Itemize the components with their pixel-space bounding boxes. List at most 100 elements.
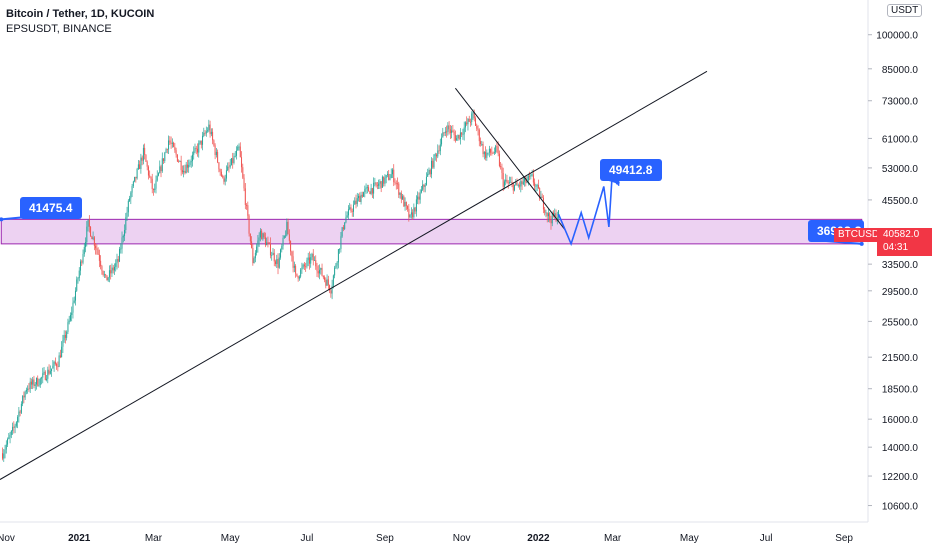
candle-body (393, 169, 395, 183)
candle-body (433, 154, 435, 168)
candle-body (195, 147, 197, 149)
candle-body (471, 113, 473, 122)
candle-body (215, 151, 217, 156)
candle-body (233, 156, 235, 163)
candle-body (22, 395, 24, 404)
candle-body (501, 167, 503, 173)
candle-body (24, 391, 26, 398)
candle-body (540, 196, 542, 199)
candle-body (48, 369, 50, 374)
candle-body (97, 249, 99, 255)
candle-body (394, 182, 396, 183)
price-tick-label: 53000.0 (882, 164, 919, 175)
candle-body (320, 267, 322, 270)
falling-trendline[interactable] (454, 87, 566, 230)
candle-body (92, 237, 94, 240)
candle-body (376, 185, 378, 187)
time-tick-label: Mar (604, 533, 622, 544)
candle-body (522, 181, 524, 185)
candle-body (547, 213, 549, 217)
candle-body (519, 185, 521, 187)
candle-body (544, 209, 546, 213)
candle-body (144, 147, 146, 155)
candle-body (297, 275, 299, 279)
callout-anchor (859, 241, 864, 246)
candle-body (17, 417, 19, 423)
candle-body (73, 300, 75, 303)
candle-body (490, 148, 492, 153)
candle-body (459, 132, 461, 140)
candle-body (292, 256, 294, 268)
support-zone[interactable] (0, 218, 863, 245)
candle-body (428, 169, 430, 174)
candle-body (249, 233, 251, 242)
price-tick-label: 29500.0 (882, 287, 919, 298)
candle-body (234, 155, 236, 157)
candle-body (25, 389, 27, 392)
candle-body (505, 179, 507, 182)
candle-body (473, 112, 475, 119)
candle-body (83, 247, 85, 255)
candle-body (72, 302, 74, 313)
candle-body (283, 235, 285, 238)
candle-body (180, 160, 182, 171)
candle-body (322, 275, 324, 278)
price-callout[interactable] (20, 197, 82, 219)
candle-body (254, 252, 256, 259)
candle-body (126, 212, 128, 218)
candle-body (95, 245, 97, 249)
candle-body (481, 144, 483, 145)
candle-body (129, 198, 131, 201)
candle-body (381, 176, 383, 188)
candle-body (191, 154, 193, 162)
candle-body (342, 227, 344, 230)
candle-body (173, 142, 175, 147)
candle-body (549, 213, 551, 221)
candle-body (259, 230, 261, 238)
candle-body (116, 258, 118, 264)
candle-body (277, 259, 279, 268)
price-axis[interactable] (869, 0, 932, 522)
candle-body (168, 140, 170, 150)
candle-body (113, 266, 115, 271)
candle-body (149, 175, 151, 177)
candle-body (184, 170, 186, 174)
candle-body (335, 265, 337, 268)
candle-body (500, 165, 502, 168)
price-callout[interactable] (600, 159, 662, 181)
candle-body (330, 290, 332, 294)
candle-body (502, 172, 504, 187)
candle-body (41, 377, 43, 379)
candle-body (307, 257, 309, 261)
candle-body (427, 173, 429, 177)
time-tick-label: Nov (0, 533, 15, 544)
candle-body (189, 162, 191, 165)
candle-body (542, 197, 544, 210)
currency-badge[interactable]: USDT (887, 4, 923, 17)
candle-body (558, 210, 560, 218)
candle-body (90, 226, 92, 237)
candle-body (174, 146, 176, 151)
candle-body (127, 200, 129, 213)
rising-trendline[interactable] (0, 70, 708, 480)
candle-body (332, 275, 334, 286)
candle-body (269, 243, 271, 256)
candle-body (3, 453, 5, 459)
candle-body (503, 181, 505, 187)
candle-body (454, 135, 456, 141)
candle-body (176, 154, 178, 162)
candle-body (498, 153, 500, 166)
candle-body (61, 346, 63, 358)
price-tick-label: 16000.0 (882, 415, 919, 426)
candle-body (336, 262, 338, 266)
candle-body (478, 129, 480, 142)
candle-body (200, 140, 202, 145)
candle-body (237, 146, 239, 151)
candle-body (88, 219, 90, 227)
candle-body (447, 125, 449, 132)
time-axis[interactable] (0, 523, 932, 550)
candle-body (132, 181, 134, 187)
time-tick-label: 2021 (68, 533, 91, 544)
